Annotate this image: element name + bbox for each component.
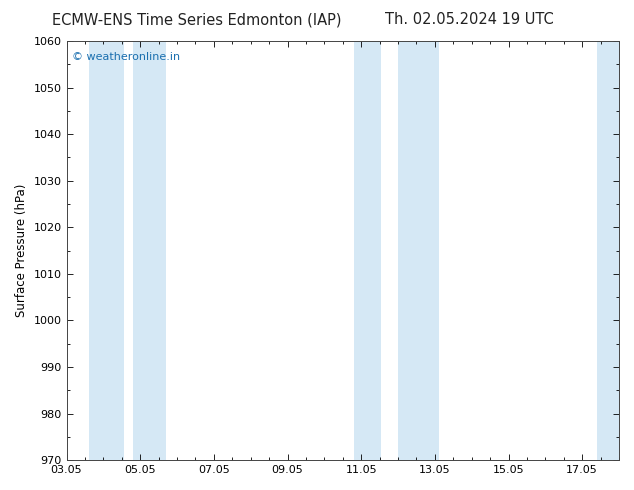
Text: Th. 02.05.2024 19 UTC: Th. 02.05.2024 19 UTC	[385, 12, 553, 27]
Bar	[89, 41, 124, 460]
Text: ECMW-ENS Time Series Edmonton (IAP): ECMW-ENS Time Series Edmonton (IAP)	[52, 12, 341, 27]
Text: © weatheronline.in: © weatheronline.in	[72, 51, 180, 62]
Bar	[133, 41, 166, 460]
Bar	[354, 41, 382, 460]
Y-axis label: Surface Pressure (hPa): Surface Pressure (hPa)	[15, 184, 28, 318]
Bar	[398, 41, 439, 460]
Bar	[597, 41, 634, 460]
